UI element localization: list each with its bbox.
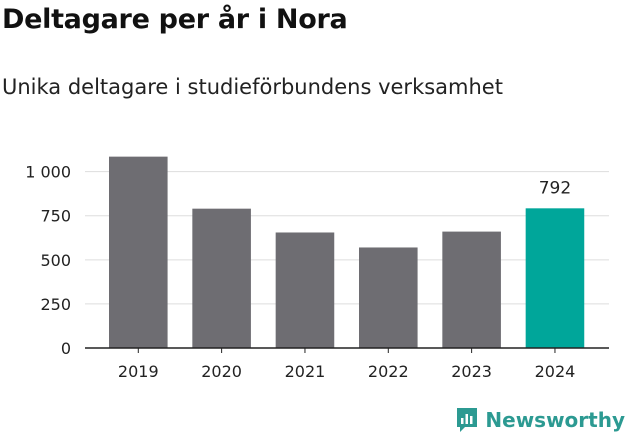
y-tick-label: 750 [40, 207, 71, 226]
y-tick-label: 0 [61, 339, 71, 358]
x-tick-label: 2022 [368, 362, 409, 381]
x-tick-label: 2024 [535, 362, 576, 381]
y-tick-label: 500 [40, 251, 71, 270]
x-tick-label: 2020 [201, 362, 242, 381]
y-tick-label: 250 [40, 295, 71, 314]
x-tick-label: 2021 [285, 362, 326, 381]
y-tick-label: 1 000 [25, 163, 71, 182]
brand-logo: Newsworthy [455, 406, 625, 434]
x-tick-label: 2019 [118, 362, 159, 381]
chart-title: Deltagare per år i Nora [2, 4, 348, 35]
bar-2023 [442, 231, 501, 348]
bar-2024 [525, 208, 585, 348]
bar-2021 [275, 232, 335, 348]
bar-2022 [359, 247, 418, 348]
bar-2020 [192, 208, 251, 348]
bar-2019 [109, 156, 168, 348]
x-tick-label: 2023 [451, 362, 492, 381]
data-label: 792 [539, 178, 571, 198]
newsworthy-logo-icon [457, 408, 478, 432]
chart-subtitle: Unika deltagare i studieförbundens verks… [2, 75, 503, 99]
brand-name: Newsworthy [485, 408, 625, 432]
